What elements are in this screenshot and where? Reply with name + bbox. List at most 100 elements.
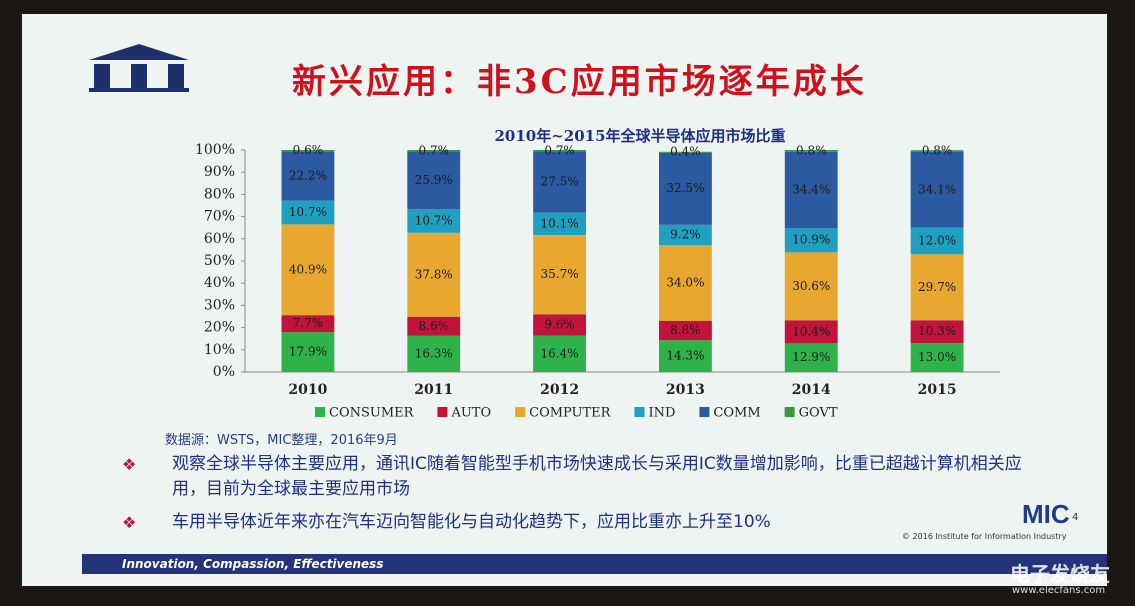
bar-segment (407, 232, 461, 317)
bar-segment (281, 150, 335, 152)
bar-segment (658, 224, 712, 246)
footer-bar: Innovation, Compassion, Effectiveness (82, 554, 1107, 574)
value-label: 37.8% (415, 267, 453, 281)
bar-segment (281, 151, 335, 201)
bullet: ❖ 观察全球半导体主要应用，通讯IC随着智能型手机市场快速成长与采用IC数量增加影… (122, 452, 1052, 502)
bar-segment (784, 228, 838, 253)
bar-segment (407, 209, 461, 233)
bar-segment (784, 320, 838, 344)
value-label: 16.4% (541, 346, 579, 360)
value-label: 0.6% (293, 143, 324, 157)
bar-segment (910, 151, 964, 228)
legend-label: GOVT (799, 406, 838, 421)
bar-segment (658, 320, 712, 341)
copyright: © 2016 Institute for Information Industr… (902, 532, 1067, 541)
legend-swatch (699, 407, 710, 417)
value-label: 9.6% (544, 317, 575, 331)
bar-segment (407, 150, 461, 152)
legend-swatch (437, 407, 448, 417)
value-label: 10.4% (792, 324, 830, 338)
bar-segment (910, 150, 964, 152)
bar-segment (407, 316, 461, 336)
value-label: 9.2% (670, 228, 701, 242)
value-label: 34.4% (792, 182, 830, 196)
bar-segment (533, 314, 587, 336)
bullet-text: 观察全球半导体主要应用，通讯IC随着智能型手机市场快速成长与采用IC数量增加影响… (172, 454, 1022, 499)
x-tick-label: 2014 (792, 382, 831, 398)
slide-title: 新兴应用：非3C应用市场逐年成长 (292, 62, 867, 102)
value-label: 10.7% (289, 205, 327, 219)
bar-segment (407, 151, 461, 210)
bar-segment (281, 332, 335, 372)
value-label: 35.7% (541, 267, 579, 281)
value-label: 10.9% (792, 233, 830, 247)
legend-swatch (515, 407, 526, 417)
value-label: 12.9% (792, 350, 830, 364)
value-label: 34.1% (918, 182, 956, 196)
value-label: 0.8% (922, 144, 953, 158)
bar-segment (658, 340, 712, 372)
bar-segment (784, 151, 838, 229)
legend-label: CONSUMER (329, 406, 415, 421)
bar-segment (658, 152, 712, 225)
bar-segment (281, 224, 335, 316)
value-label: 17.9% (289, 345, 327, 359)
watermark: 电子发烧友 (1010, 562, 1110, 586)
value-label: 27.5% (541, 175, 579, 189)
x-tick-label: 2013 (666, 382, 705, 398)
chart-title: 2010年~2015年全球半导体应用市场比重 (494, 127, 785, 145)
bar-segment (658, 151, 712, 153)
bar-segment (910, 227, 964, 255)
bar-segment (533, 235, 587, 315)
y-tick-label: 40% (204, 275, 235, 291)
bar-segment (533, 151, 587, 213)
y-tick-label: 0% (213, 364, 235, 380)
bar-segment (784, 150, 838, 152)
bullet-text: 车用半导体近年来亦在汽车迈向智能化与自动化趋势下，应用比重亦上升至10% (172, 512, 771, 532)
bullet: ❖ 车用半导体近年来亦在汽车迈向智能化与自动化趋势下，应用比重亦上升至10% (122, 510, 1052, 535)
y-tick-label: 30% (204, 297, 235, 313)
value-label: 25.9% (415, 173, 453, 187)
legend-swatch (634, 407, 645, 417)
source-note: 数据源：WSTS，MIC整理，2016年9月 (165, 433, 398, 448)
value-label: 14.3% (666, 349, 704, 363)
value-label: 32.5% (666, 181, 704, 195)
y-tick-label: 100% (195, 142, 235, 158)
value-label: 10.3% (918, 324, 956, 338)
legend-swatch (784, 407, 795, 417)
y-tick-label: 80% (204, 186, 235, 202)
value-label: 16.3% (415, 346, 453, 360)
bar-segment (281, 315, 335, 333)
value-label: 12.0% (918, 234, 956, 248)
value-label: 29.7% (918, 280, 956, 294)
bar-segment (533, 150, 587, 152)
value-label: 7.7% (293, 316, 324, 330)
x-tick-label: 2010 (288, 382, 327, 398)
x-tick-label: 2011 (414, 382, 453, 398)
bar-segment (784, 252, 838, 321)
x-tick-label: 2012 (540, 382, 579, 398)
watermark-url: www.elecfans.com (1012, 585, 1106, 596)
bar-segment (281, 200, 335, 225)
legend-swatch (315, 407, 325, 417)
value-label: 0.7% (419, 143, 450, 157)
value-label: 8.8% (670, 323, 701, 337)
y-tick-label: 20% (204, 320, 235, 336)
y-tick-label: 90% (204, 164, 235, 180)
legend-label: COMM (713, 406, 760, 421)
bar-segment (784, 343, 838, 372)
value-label: 0.8% (796, 143, 827, 157)
legend-label: COMPUTER (529, 406, 612, 421)
y-tick-label: 60% (204, 231, 235, 247)
value-label: 30.6% (792, 279, 830, 293)
y-tick-label: 10% (204, 342, 235, 358)
value-label: 10.7% (415, 213, 453, 227)
value-label: 22.2% (289, 168, 327, 182)
bar-segment (407, 335, 461, 372)
bar-segment (533, 335, 587, 372)
bar-segment (910, 254, 964, 321)
logo-icon (89, 44, 189, 92)
legend-label: IND (648, 406, 675, 421)
x-tick-label: 2015 (918, 382, 957, 398)
